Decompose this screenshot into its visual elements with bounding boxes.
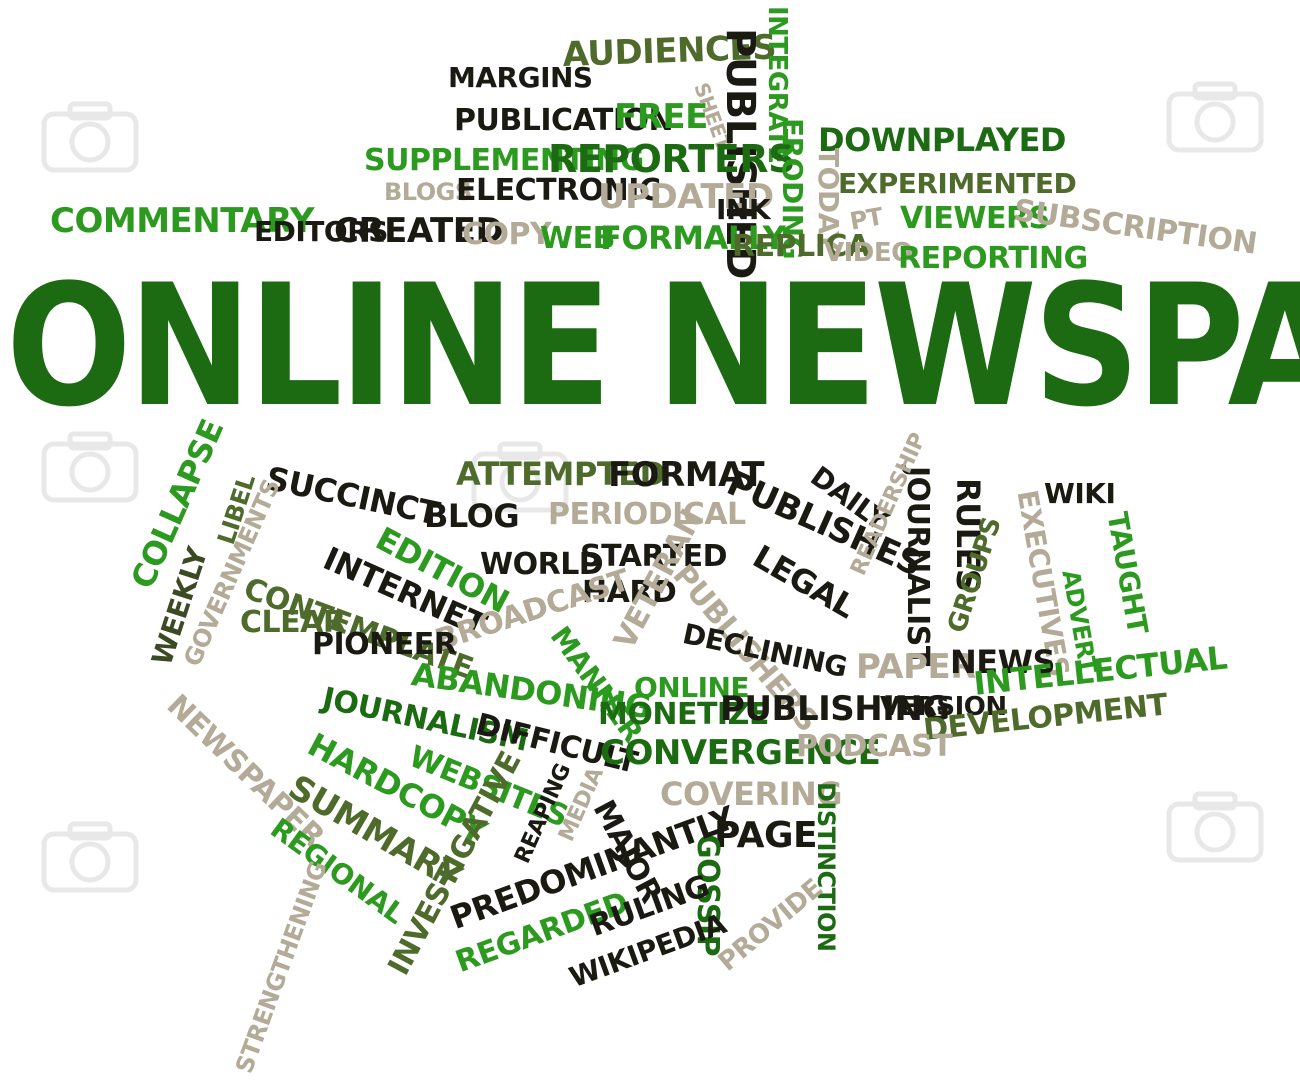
word-publication: PUBLICATION [454, 103, 674, 138]
word-started: STARTED [580, 539, 728, 574]
word-periodical: PERIODICAL [548, 497, 746, 532]
word-updated: UPDATED [598, 177, 774, 217]
word-editors: EDITORS [254, 215, 388, 248]
camera-icon [1166, 791, 1264, 863]
word-online: ONLINE [634, 671, 750, 704]
word-hard: HARD [582, 575, 677, 610]
word-margins: MARGINS [448, 61, 593, 94]
word-commentary: COMMENTARY [50, 201, 315, 241]
word-wiki: WIKI [1044, 477, 1116, 510]
word-downplayed: DOWNPLAYED [818, 121, 1066, 159]
word-paper: PAPER [856, 647, 976, 687]
word-journalist: JOURNALIST [900, 466, 935, 666]
word-blogs: BLOGS [384, 178, 472, 206]
camera-icon [1166, 81, 1264, 153]
word-format: FORMAT [608, 455, 765, 495]
word-convergence: CONVERGENCE [600, 733, 881, 773]
word-video: VIDEO [824, 238, 913, 268]
word-world: WORLD [480, 547, 604, 582]
word-web: WEB [540, 221, 615, 256]
word-ink: INK [716, 193, 771, 226]
word-provide: PROVIDE [712, 873, 829, 978]
word-created: CREATED [334, 211, 504, 251]
word-succinct: SUCCINCT [262, 459, 443, 533]
word-viewers: VIEWERS [900, 201, 1050, 236]
word-page: PAGE [714, 815, 818, 856]
word-publishing: PUBLISHING [720, 689, 950, 729]
word-attempted: ATTEMPTED [456, 455, 666, 493]
word-strengthening: STRENGTHENING [230, 857, 333, 1077]
word-taught: TAUGHT [1100, 509, 1155, 637]
word-reporting: REPORTING [898, 241, 1088, 276]
word-distinction: DISTINCTION [812, 782, 840, 952]
word-replica: REPLICA [732, 229, 870, 264]
title-online-newspaper: ONLINE NEWSPAPER [6, 248, 1300, 444]
word-pt: PT [847, 202, 885, 236]
word-electronic: ELECTRONIC [456, 173, 661, 208]
camera-icon [41, 821, 139, 893]
word-experimented: EXPERIMENTED [838, 167, 1077, 200]
word-formally: FORMALLY [600, 219, 786, 257]
camera-icon [471, 441, 569, 513]
word-supplementing: SUPPLEMENTING [364, 143, 644, 178]
word-monetize: MONETIZE [598, 697, 769, 732]
word-copy: COPY [462, 217, 552, 252]
word-podcast: PODCAST [796, 729, 953, 764]
word-clear: CLEAR [240, 605, 346, 640]
word-blog: BLOG [424, 497, 520, 535]
camera-icon [41, 431, 139, 503]
camera-icon [41, 101, 139, 173]
word-pioneer: PIONEER [312, 627, 457, 662]
word-version: VERSION [880, 692, 1007, 722]
word-news: NEWS [950, 643, 1055, 681]
word-reporters: REPORTERS [548, 137, 795, 181]
word-free: FREE [614, 97, 708, 137]
word-covering: COVERING [660, 775, 843, 813]
